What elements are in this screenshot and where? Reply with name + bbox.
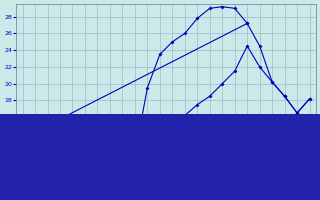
X-axis label: Graphe des températures (°c): Graphe des températures (°c) bbox=[103, 186, 229, 196]
